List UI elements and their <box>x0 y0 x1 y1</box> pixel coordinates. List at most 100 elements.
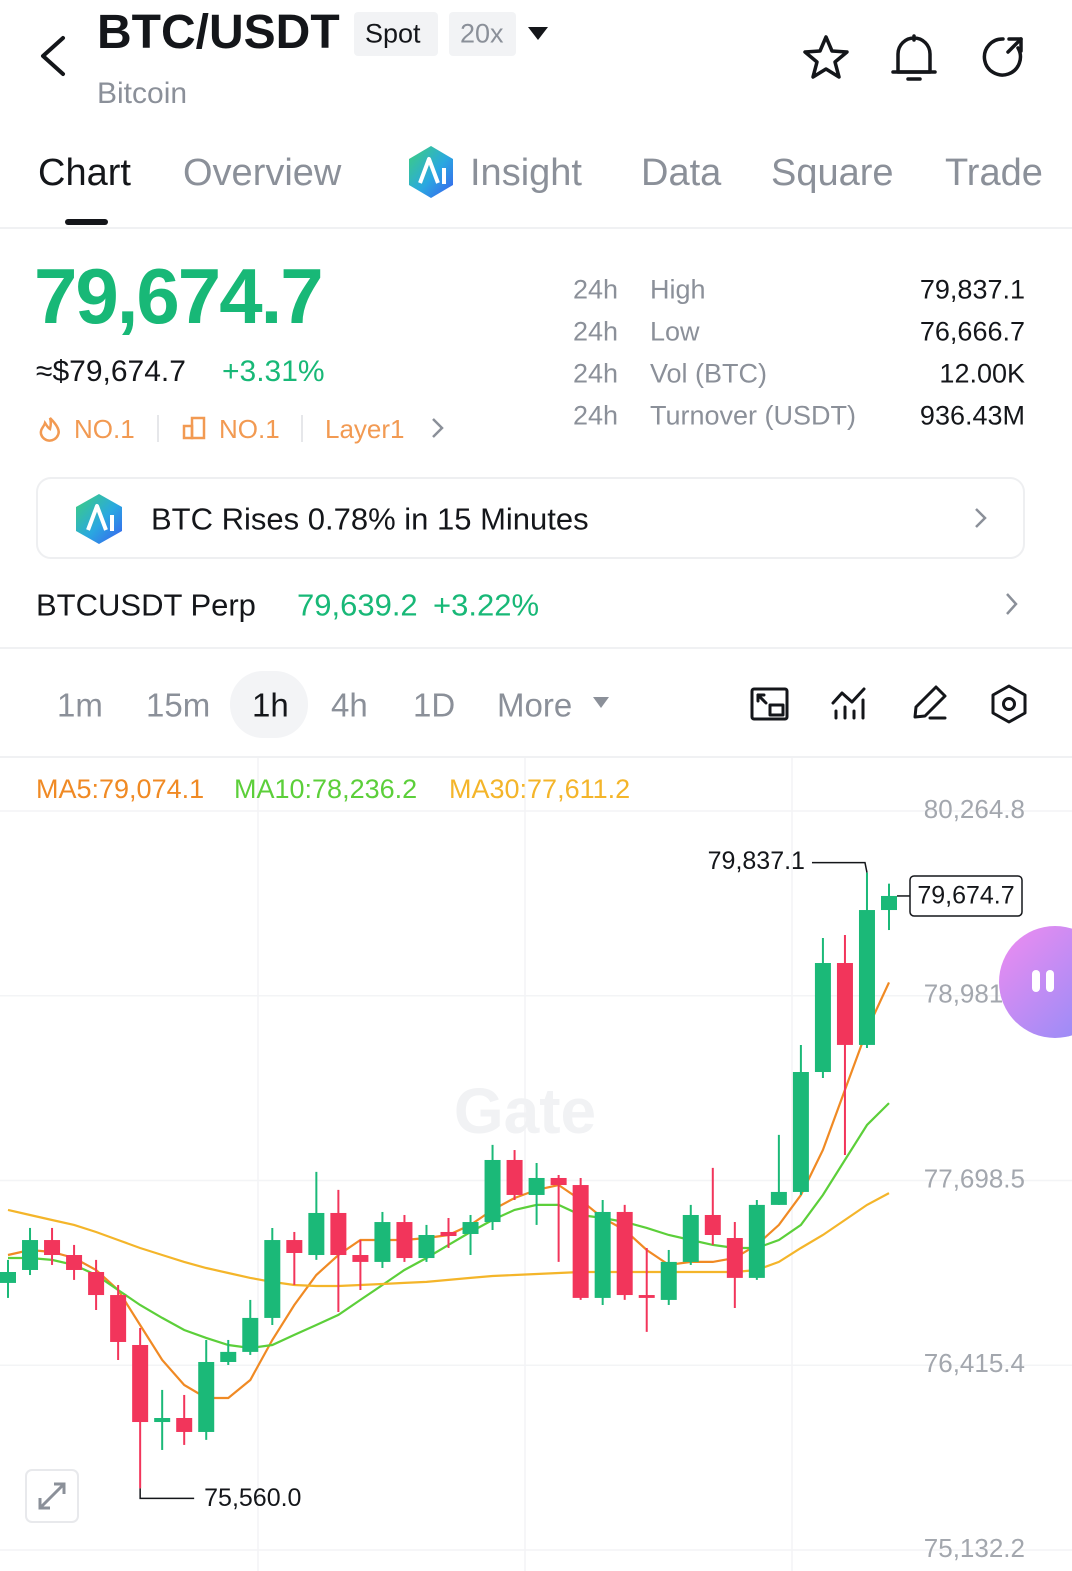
rank-badge[interactable]: NO.1 <box>219 414 280 444</box>
ai-insight[interactable]: BTC Rises 0.78% in 15 Minutes <box>151 501 589 537</box>
candle-body <box>264 1240 281 1318</box>
candle-body <box>881 895 897 911</box>
insight-card[interactable] <box>36 477 1025 559</box>
y-tick-label: 80,264.8 <box>924 794 1025 824</box>
dropdown-arrow[interactable] <box>593 697 609 708</box>
candle-body <box>308 1212 325 1256</box>
tab[interactable]: Data <box>641 152 722 194</box>
settings-tool[interactable] <box>991 684 1027 724</box>
tab[interactable]: Square <box>771 152 894 194</box>
candle-body <box>792 1072 809 1192</box>
stat-label: Vol (BTC) <box>650 358 768 389</box>
candle-body <box>770 1191 787 1205</box>
candle-body <box>220 1351 237 1362</box>
indicator-tool[interactable] <box>831 687 866 720</box>
stat-period: 24h <box>573 400 619 431</box>
candle-body <box>638 1295 655 1298</box>
candle-body <box>242 1317 259 1352</box>
favorite-icon[interactable] <box>803 35 849 79</box>
stat-value: 12.00K <box>939 358 1025 389</box>
interval[interactable]: 1h <box>252 686 289 724</box>
draw-tool[interactable] <box>913 685 947 720</box>
alert-icon[interactable] <box>891 34 937 81</box>
candle-body <box>286 1240 303 1253</box>
layout-tool[interactable] <box>750 687 789 721</box>
assistant-bubble[interactable] <box>999 926 1072 1038</box>
ai-logo <box>409 146 453 198</box>
stat-value: 79,837.1 <box>919 274 1025 305</box>
rank-badge[interactable]: NO.1 <box>74 414 135 444</box>
tab[interactable]: Insight <box>470 152 582 194</box>
candle-body <box>88 1272 105 1296</box>
candle-body <box>814 963 831 1073</box>
market-tag[interactable]: Spot <box>365 18 421 49</box>
interval[interactable]: 4h <box>331 686 368 724</box>
candle-body <box>44 1240 61 1256</box>
candle-body <box>748 1204 765 1278</box>
share-icon[interactable] <box>982 37 1023 77</box>
chevron[interactable] <box>432 418 444 438</box>
candle-body <box>726 1238 743 1278</box>
ai-logo <box>76 494 122 544</box>
high-marker-line <box>811 861 868 873</box>
ma-legend: MA5:79,074.1 <box>36 774 204 804</box>
y-tick-label: 75,132.2 <box>924 1533 1025 1563</box>
candlestick-chart: Gate 80,264.878,981.677,698.576,415.475,… <box>0 758 1072 1571</box>
tab[interactable]: Overview <box>183 152 342 194</box>
back-button[interactable] <box>41 36 65 76</box>
plot-area: 80,264.878,981.677,698.576,415.475,132.2… <box>0 794 1072 1563</box>
tag-bg <box>354 12 438 56</box>
ma-legend: MA30:77,611.2 <box>449 774 630 804</box>
last-price-box <box>909 875 1023 917</box>
watermark: Gate <box>454 1075 596 1147</box>
tag-bg <box>449 12 516 56</box>
low-marker-line <box>139 1488 195 1500</box>
candle-body <box>440 1231 457 1237</box>
stat-value: 76,666.7 <box>919 316 1025 347</box>
perp-change: +3.22% <box>433 587 540 623</box>
low-marker-label: 75,560.0 <box>204 1484 301 1512</box>
candle-body <box>418 1234 435 1259</box>
interval[interactable]: 1m <box>57 686 103 724</box>
tab[interactable]: Chart <box>38 152 131 194</box>
stat-period: 24h <box>573 358 619 389</box>
candle-body <box>616 1211 633 1296</box>
tab-indicator <box>65 219 108 225</box>
fiat-price: ≈$79,674.7 <box>36 355 186 388</box>
dropdown-arrow[interactable] <box>528 27 548 40</box>
price-change: +3.31% <box>222 355 325 388</box>
candle-body <box>550 1177 567 1186</box>
interval[interactable]: More <box>497 686 573 724</box>
interval[interactable]: 1D <box>413 686 456 724</box>
stat-period: 24h <box>573 316 619 347</box>
perp-price: 79,639.2 <box>297 587 418 623</box>
candle-body <box>0 1272 16 1283</box>
candle-body <box>154 1417 171 1423</box>
y-tick-label: 77,698.5 <box>924 1163 1025 1193</box>
ma-legend: MA10:78,236.2 <box>234 774 417 804</box>
candle-body <box>594 1211 611 1298</box>
interval[interactable]: 15m <box>146 686 211 724</box>
sector-badge[interactable]: Layer1 <box>325 414 405 444</box>
candle-body <box>22 1240 39 1270</box>
tab[interactable]: Trade <box>945 152 1043 194</box>
stat-value: 936.43M <box>919 400 1025 431</box>
candle-body <box>704 1214 721 1235</box>
perp-name[interactable]: BTCUSDT Perp <box>36 587 256 623</box>
candle-body <box>176 1417 193 1432</box>
candle-body <box>462 1222 479 1234</box>
stat-label: High <box>650 274 706 305</box>
y-tick-label: 76,415.4 <box>924 1348 1025 1378</box>
candle-body <box>132 1344 149 1423</box>
pair-title: BTC/USDT <box>97 6 340 59</box>
chevron[interactable] <box>1006 593 1018 615</box>
chevron[interactable] <box>975 508 987 528</box>
stat-period: 24h <box>573 274 619 305</box>
candle-body <box>66 1255 83 1270</box>
candle-body <box>682 1214 699 1262</box>
leverage-tag[interactable]: 20x <box>460 18 504 49</box>
rank-icon <box>182 416 206 440</box>
candle-body <box>506 1159 523 1195</box>
